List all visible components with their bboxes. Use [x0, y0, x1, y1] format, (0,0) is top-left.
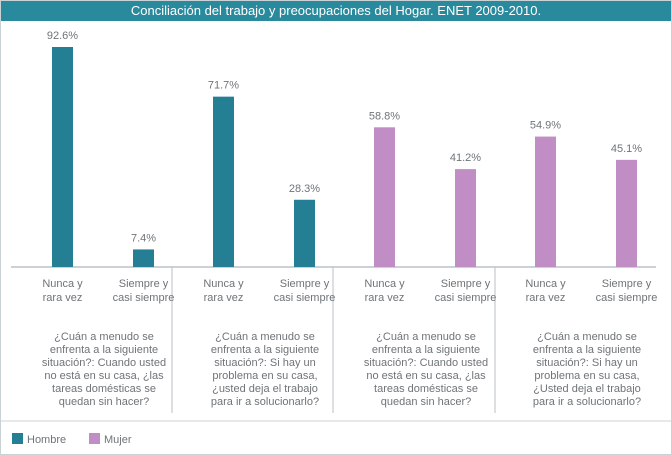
question-text-g2: situación?: Si hay un: [214, 357, 316, 369]
data-label-g1-2: 7.4%: [131, 232, 156, 244]
category-label-g3-1: Nunca y: [364, 278, 405, 290]
data-label-g2-1: 71.7%: [208, 80, 239, 92]
bar-g1-2: [133, 249, 154, 267]
question-text-g1: tareas domésticas se: [52, 383, 156, 395]
data-label-g2-2: 28.3%: [289, 183, 320, 195]
bar-g1-1: [52, 47, 73, 267]
category-label-g3-1: rara vez: [365, 292, 405, 304]
category-label-g2-2: Siempre y: [280, 278, 330, 290]
question-text-g3: enfrenta a la siguiente: [372, 344, 480, 356]
legend-swatch-mujer: [89, 433, 100, 444]
bar-g2-2: [294, 199, 315, 267]
question-text-g3: ¿Cuán a menudo se: [376, 331, 476, 343]
question-text-g2: ¿usted deja el trabajo: [212, 383, 318, 395]
bar-g4-1: [535, 136, 556, 267]
bar-g3-1: [374, 127, 395, 268]
question-text-g2: problema en su casa,: [212, 370, 317, 382]
chart-title: Conciliación del trabajo y preocupacione…: [1, 1, 671, 21]
question-text-g3: quedan sin hacer?: [381, 396, 472, 408]
data-label-g4-2: 45.1%: [611, 143, 642, 155]
question-text-g1: ¿Cuán a menudo se: [54, 331, 154, 343]
category-label-g4-1: rara vez: [526, 292, 566, 304]
category-label-g2-2: casi siempre: [274, 292, 336, 304]
legend-label-hombre: Hombre: [27, 434, 66, 446]
question-text-g1: situación?: Cuando usted: [42, 357, 166, 369]
question-text-g3: situación?: Cuando usted: [364, 357, 488, 369]
legend-swatch-hombre: [12, 433, 23, 444]
question-text-g3: tareas domésticas se: [374, 383, 478, 395]
bar-g3-2: [455, 169, 476, 267]
data-label-g3-2: 41.2%: [450, 152, 481, 164]
question-text-g2: para ir a solucionarlo?: [211, 396, 319, 408]
data-label-g3-1: 58.8%: [369, 110, 400, 122]
question-text-g4: para ir a solucionarlo?: [533, 396, 641, 408]
question-text-g3: no está en su casa, ¿las: [366, 370, 486, 382]
question-text-g4: problema en su casa,: [534, 370, 639, 382]
question-text-g1: no está en su casa, ¿las: [44, 370, 164, 382]
category-label-g2-1: rara vez: [204, 292, 244, 304]
category-label-g4-2: casi siempre: [596, 292, 658, 304]
question-text-g2: ¿Cuán a menudo se: [215, 331, 315, 343]
bar-g4-2: [616, 159, 637, 267]
question-text-g4: enfrenta a la siguiente: [533, 344, 641, 356]
bar-g2-1: [213, 96, 234, 268]
category-label-g1-1: rara vez: [43, 292, 83, 304]
question-text-g2: enfrenta a la siguiente: [211, 344, 319, 356]
question-text-g4: situación?: Si hay un: [536, 357, 638, 369]
category-label-g1-2: casi siempre: [113, 292, 175, 304]
category-label-g3-2: Siempre y: [441, 278, 491, 290]
question-text-g1: enfrenta a la siguiente: [50, 344, 158, 356]
question-text-g1: quedan sin hacer?: [59, 396, 150, 408]
question-text-g4: ¿Cuán a menudo se: [537, 331, 637, 343]
category-label-g1-1: Nunca y: [42, 278, 83, 290]
category-label-g4-1: Nunca y: [525, 278, 566, 290]
question-text-g4: ¿Usted deja el trabajo: [533, 383, 641, 395]
category-label-g4-2: Siempre y: [602, 278, 652, 290]
legend-label-mujer: Mujer: [104, 434, 132, 446]
data-label-g1-1: 92.6%: [47, 30, 78, 42]
category-label-g3-2: casi siempre: [435, 292, 497, 304]
data-label-g4-1: 54.9%: [530, 120, 561, 132]
category-label-g2-1: Nunca y: [203, 278, 244, 290]
category-label-g1-2: Siempre y: [119, 278, 169, 290]
